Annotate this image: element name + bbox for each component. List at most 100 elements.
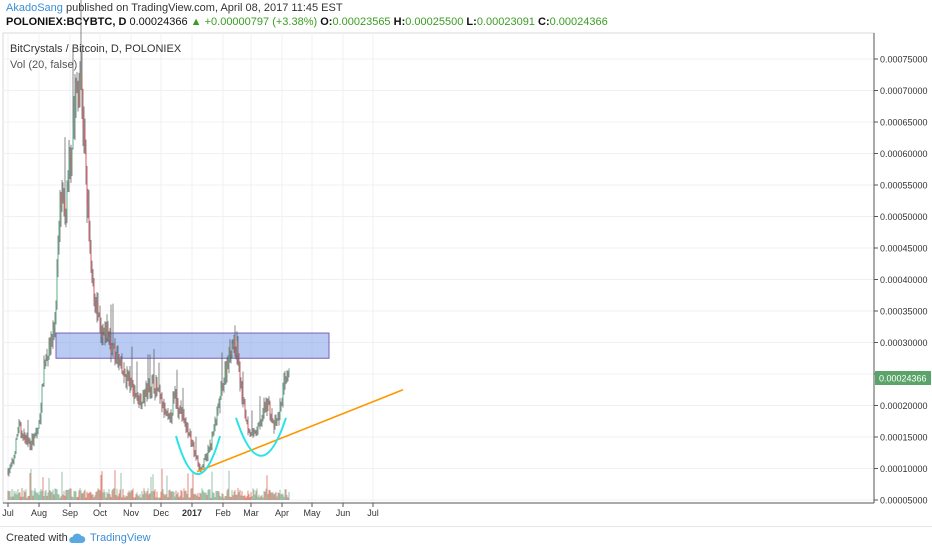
candle-body	[254, 430, 256, 432]
candle-body	[124, 368, 126, 377]
candle-body	[129, 375, 131, 387]
resistance-zone[interactable]	[55, 332, 330, 359]
candle-body	[94, 299, 96, 302]
volume-bar	[87, 493, 89, 500]
candle-body	[66, 181, 68, 216]
volume-bar	[136, 492, 138, 500]
volume-bar	[112, 488, 114, 500]
trendline[interactable]	[196, 389, 404, 473]
candle-body	[60, 192, 62, 210]
volume-bar	[172, 491, 174, 500]
candle-body	[276, 419, 278, 422]
candle-body	[97, 302, 99, 314]
volume-bar	[113, 488, 115, 500]
volume-bar	[66, 490, 68, 500]
volume-bar	[215, 490, 217, 500]
cup-arc[interactable]	[175, 435, 221, 475]
volume-bar	[203, 491, 205, 500]
candle-body	[63, 199, 65, 202]
time-axis[interactable]: Jul Aug Sep Oct Nov Dec 2017 Feb Mar Apr May Jun Jul	[2, 502, 874, 518]
volume-bar	[196, 495, 198, 500]
candle-body	[91, 263, 93, 282]
volume-bar	[32, 495, 34, 500]
volume-bar	[179, 495, 181, 500]
volume-bar	[42, 477, 44, 500]
candle-body	[29, 442, 31, 447]
ohlc-line: POLONIEX:BCYBTC, D 0.00024366 ▲ +0.00000…	[6, 16, 608, 28]
candle-body	[206, 456, 208, 459]
candle-body	[62, 194, 64, 202]
volume-bar	[94, 495, 96, 500]
volume-bar	[201, 488, 203, 500]
candle-body	[133, 391, 135, 397]
volume-bar	[90, 492, 92, 500]
candle-body	[182, 414, 184, 418]
volume-bar	[35, 491, 37, 500]
candle-body	[180, 407, 182, 414]
volume-bar	[264, 491, 266, 500]
volume-bar	[133, 497, 135, 500]
candle-body	[164, 409, 166, 415]
drawings[interactable]	[175, 389, 404, 475]
volume-bar	[287, 497, 289, 500]
volume-bar	[225, 496, 227, 500]
price-axis[interactable]: 0.00075000 0.00070000 0.00065000 0.00060000…	[873, 33, 932, 506]
candle-body	[257, 424, 259, 432]
volume-bar	[80, 490, 82, 500]
volume-bar	[161, 468, 163, 500]
volume-bar	[151, 491, 153, 500]
volume-bar	[63, 490, 65, 500]
volume-bar	[30, 469, 32, 500]
candle-body	[43, 364, 45, 386]
candle-body	[56, 270, 58, 304]
resistance-zone-box[interactable]	[55, 332, 330, 359]
volume-bar	[130, 490, 132, 500]
candle-body	[48, 338, 50, 357]
candle-body	[167, 413, 169, 415]
tradingview-link[interactable]: TradingView	[90, 532, 151, 544]
volume-bar	[252, 488, 254, 500]
candle-body	[161, 397, 163, 409]
candle-body	[173, 395, 175, 399]
volume-bar	[274, 493, 276, 500]
volume-bar	[111, 490, 113, 500]
candle-body	[253, 431, 255, 433]
volume-bar	[232, 495, 234, 500]
candle-body	[256, 431, 258, 435]
candle-body	[179, 407, 181, 413]
volume-bar	[208, 489, 210, 500]
volume-bar	[36, 493, 38, 500]
volume-bar	[226, 490, 228, 500]
candle-body	[109, 337, 111, 342]
volume-bar	[210, 497, 212, 500]
cup-arc[interactable]	[235, 417, 287, 457]
volume-bar	[51, 492, 53, 500]
candle-body	[72, 126, 74, 149]
volume-bar	[23, 490, 25, 500]
candle-body	[38, 422, 40, 429]
candle-body	[272, 421, 274, 423]
candle-body	[102, 335, 104, 338]
volume-bar	[182, 497, 184, 500]
volume-bar	[250, 492, 252, 500]
volume-bar	[218, 491, 220, 500]
volume-bar	[270, 492, 272, 500]
volume-bar	[89, 491, 91, 500]
volume-bar	[195, 494, 197, 500]
candle-body	[14, 452, 16, 457]
candle-body	[84, 126, 86, 151]
candle-body	[185, 421, 187, 429]
volume-bar	[194, 493, 196, 500]
volume-bar	[102, 492, 104, 500]
volume-bar	[109, 493, 111, 500]
volume-bar	[178, 497, 180, 500]
price-chart[interactable]: 0.00075000 0.00070000 0.00065000 0.00060000…	[0, 0, 932, 526]
volume-bar	[191, 488, 193, 500]
candle-body	[207, 449, 209, 459]
time-tick-label: May	[303, 508, 321, 518]
volume-bar	[158, 497, 160, 500]
candle-body	[32, 437, 34, 444]
candle-body	[245, 414, 247, 421]
volume-bar	[17, 488, 19, 500]
author-link[interactable]: AkadoSang	[6, 2, 63, 14]
